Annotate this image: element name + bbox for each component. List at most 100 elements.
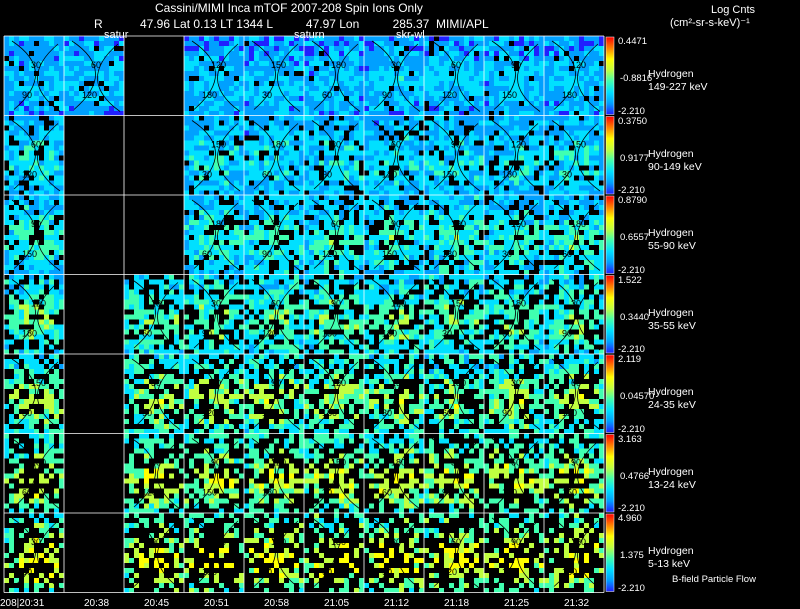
pitch-angle-contours [431,40,481,112]
pitch-angle-contours [191,358,241,430]
contour-label: 60 [322,90,332,100]
contour-label: 30 [151,378,161,388]
contour-label: 180 [382,329,397,339]
contour-label: 30 [271,219,281,229]
pitch-angle-contours [131,438,181,510]
pixel-panel [64,36,124,116]
contour-label: 90 [22,567,32,577]
no-data-panel [64,433,124,513]
pixel-panel [424,354,484,434]
contour-label: 150 [451,298,466,308]
contour-label: 180 [331,537,346,547]
energy-label: 13-24 keV [648,478,696,491]
contour-label: 180 [571,219,586,229]
pixel-panel [304,433,364,514]
contour-label: 150 [391,378,406,388]
pixel-panel [484,433,544,514]
contour-label: 150 [211,139,226,149]
contour-label: 180 [271,139,286,149]
pitch-angle-contours [371,40,421,112]
pitch-angle-contours [311,279,361,351]
pixel-panel [4,354,64,434]
x-tick-label: 21:32 [564,598,590,609]
pixel-panel [484,274,544,355]
contour-label: 90 [202,329,212,339]
contour-label: 180 [442,249,457,259]
pitch-angle-contours [551,199,601,271]
x-tick-label: 21:12 [384,598,410,609]
pitch-angle-contours [251,517,301,589]
pitch-angle-contours [251,438,301,510]
pixel-panel [4,195,64,275]
contour-label: 60 [442,408,452,418]
colorbar-mid: -0.8816 [620,73,653,85]
contour-label: 90 [322,170,332,180]
pitch-angle-contours [431,358,481,430]
contour-label: 150 [271,60,286,70]
no-data-panel [64,354,124,434]
pitch-angle-contours [431,199,481,271]
pitch-angle-contours [371,120,421,192]
pixel-panel [544,433,604,514]
contour-label: 60 [391,139,401,149]
pitch-angle-contours [431,438,481,510]
pixel-panel [304,36,364,116]
pitch-angle-contours [371,199,421,271]
contour-label: 150 [22,249,37,259]
pitch-angle-contours [431,517,481,589]
contour-label: 90 [262,249,272,259]
contour-label: 90 [22,90,32,100]
pitch-angle-contours [311,120,361,192]
pixel-panel [184,115,244,196]
energy-label: 24-35 keV [648,399,696,411]
pitch-angle-contours [491,358,541,430]
pitch-angle-contours [71,40,121,112]
no-data-panel [124,36,184,116]
contour-label: 30 [331,139,341,149]
pitch-angle-contours [251,358,301,430]
pixel-panel [244,36,304,116]
pixel-panel [364,513,424,593]
contour-label: 30 [382,408,392,418]
contour-label: 120 [262,329,277,339]
contour-label: 150 [502,90,517,100]
pixel-panel [304,274,364,355]
contour-label: 150 [511,219,526,229]
contour-label: 30 [31,537,41,547]
pixel-panel [424,36,484,116]
pixel-panel [364,195,424,275]
contour-label: 30 [451,457,461,467]
x-tick-label: 208|20:31 [0,598,45,609]
colorbar-min: -2.210 [618,582,645,594]
contour-label: 150 [571,139,586,149]
colorbar-min: -2.210 [618,105,645,117]
x-tick-label: 20:51 [204,598,230,609]
contour-label: 30 [202,170,212,180]
contour-label: 120 [322,249,337,259]
bfield-footer: B-field Particle Flow [672,574,756,585]
pixel-panel [544,274,604,355]
pitch-angle-contours [11,40,61,112]
pixel-panel [184,274,244,355]
species-label: Hydrogen [648,147,694,160]
pixel-panel [484,513,544,593]
pixel-panel [244,513,304,593]
colorbar [605,434,615,513]
contour-label: 30 [511,378,521,388]
contour-label: 30 [22,408,32,418]
pixel-panel [244,354,304,434]
energy-label: 35-55 keV [648,319,696,332]
contour-label: 30 [322,488,332,498]
colorbar-max: 0.4471 [618,36,648,47]
colorbar-mid: 0.9177 [620,152,650,164]
contour-label: 180 [322,408,337,418]
no-data-panel [124,115,184,195]
pixel-panel [364,115,424,196]
pixel-panel [244,115,304,196]
colorbar-mid: 0.04570 [620,391,655,403]
marker-saturn: saturn [294,29,325,41]
r-label: R [94,17,103,31]
contour-label: 60 [31,139,41,149]
no-data-panel [124,195,184,275]
pixel-panel [364,354,424,434]
